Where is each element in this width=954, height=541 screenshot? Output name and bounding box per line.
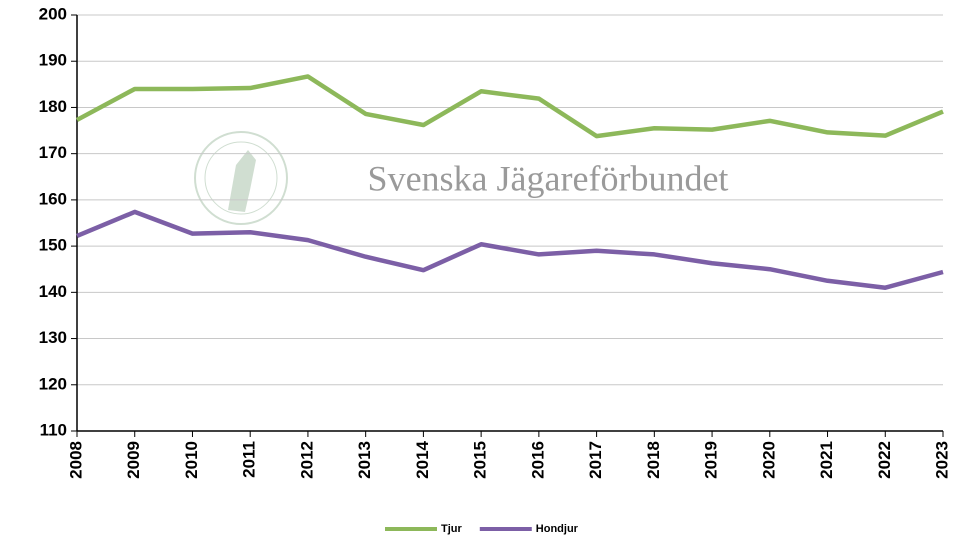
x-tick-label: 2010 xyxy=(182,441,201,479)
x-tick-label: 2018 xyxy=(644,441,663,479)
x-tick-label: 2011 xyxy=(240,441,259,478)
legend-label: Hondjur xyxy=(536,523,579,535)
y-tick-label: 140 xyxy=(39,282,67,301)
x-tick-label: 2016 xyxy=(528,441,547,479)
line-series xyxy=(76,209,944,290)
x-tick-label: 2009 xyxy=(124,441,143,479)
x-tick-label: 2013 xyxy=(355,441,374,479)
y-tick-label: 110 xyxy=(40,420,67,439)
y-tick-label: 160 xyxy=(39,189,67,208)
watermark-seal xyxy=(194,131,288,225)
x-tick-label: 2022 xyxy=(875,441,894,479)
y-tick-label: 200 xyxy=(39,4,67,23)
y-tick-label: 170 xyxy=(39,143,67,162)
y-tick-label: 150 xyxy=(39,236,67,255)
y-tick-label: 190 xyxy=(39,51,67,70)
x-tick-label: 2020 xyxy=(759,441,778,479)
watermark: Svenska Jägareförbundet xyxy=(368,158,729,198)
y-tick-label: 180 xyxy=(39,97,67,116)
x-tick-label: 2017 xyxy=(586,441,605,479)
line-series xyxy=(75,74,944,139)
x-tick-label: 2012 xyxy=(297,441,316,479)
y-tick-label: 120 xyxy=(39,374,67,393)
x-tick-label: 2021 xyxy=(817,441,836,479)
x-tick-label: 2015 xyxy=(471,441,490,479)
legend-label: Tjur xyxy=(441,523,462,535)
x-tick-label: 2019 xyxy=(702,441,721,479)
x-tick-label: 2008 xyxy=(66,441,85,479)
y-tick-label: 130 xyxy=(39,328,67,347)
x-tick-label: 2023 xyxy=(932,441,951,479)
x-tick-label: 2014 xyxy=(413,440,432,478)
